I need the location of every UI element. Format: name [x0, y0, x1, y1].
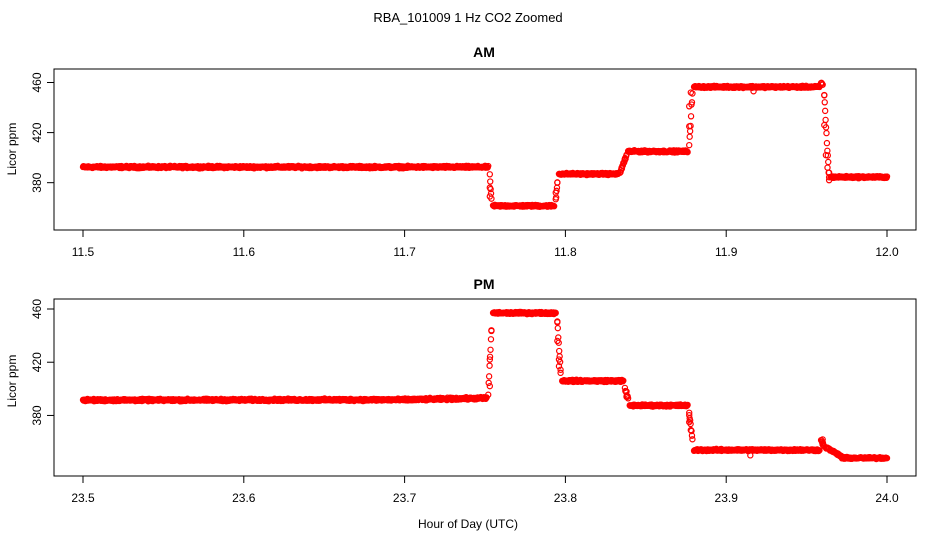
x-axis-label: Hour of Day (UTC)	[418, 517, 518, 531]
pm-x-tick-label: 23.9	[715, 491, 739, 505]
am-x-tick-label: 11.6	[233, 245, 256, 259]
am-outlier-point	[825, 176, 833, 184]
am-data-points	[79, 79, 891, 210]
pm-outlier-point	[488, 327, 495, 334]
pm-outlier-point	[554, 319, 561, 326]
pm-data-points	[79, 308, 891, 463]
pm-data-point	[552, 309, 559, 317]
pm-outlier-point	[686, 418, 693, 426]
pm-data-point	[485, 379, 492, 387]
pm-data-point	[486, 362, 493, 369]
am-data-point	[687, 113, 695, 120]
am-x-tick-label: 11.9	[715, 245, 738, 259]
pm-y-tick-label: 420	[30, 352, 44, 372]
am-outlier-point	[750, 88, 757, 95]
am-outlier-point	[552, 189, 559, 196]
pm-x-ticks: 23.5 23.6 23.7 23.8 23.9 24.0	[71, 476, 899, 505]
am-x-tick-label: 11.8	[554, 245, 577, 259]
pm-outlier-point	[819, 441, 826, 448]
am-x-tick-label: 11.7	[393, 245, 416, 259]
pm-panel-title: PM	[474, 276, 495, 292]
pm-x-tick-label: 24.0	[875, 491, 899, 505]
am-data-point	[819, 81, 826, 88]
pm-plot-frame	[53, 298, 917, 477]
pm-panel: PM Licor ppm 23.5 23.6 23.7 23.8 23.9 24.0 38…	[5, 276, 917, 505]
am-panel-title: AM	[473, 44, 495, 60]
pm-data-point	[487, 336, 495, 343]
pm-y-axis-label: Licor ppm	[5, 355, 19, 408]
am-data-point	[821, 99, 828, 106]
am-y-tick-label: 460	[30, 72, 44, 92]
am-data-point	[822, 116, 829, 124]
am-data-point	[821, 107, 829, 115]
figure-title: RBA_101009 1 Hz CO2 Zoomed	[373, 10, 562, 25]
am-x-tick-label: 12.0	[875, 245, 899, 259]
pm-outlier-point	[486, 356, 494, 363]
am-plot-frame	[53, 68, 917, 231]
am-data-point	[684, 148, 691, 156]
am-y-tick-label: 420	[30, 122, 44, 142]
pm-outlier-point	[486, 382, 494, 390]
pm-y-tick-label: 380	[30, 405, 44, 425]
pm-data-point	[486, 353, 494, 360]
pm-data-point	[485, 373, 493, 380]
am-outlier-point	[686, 123, 693, 130]
am-outlier-point	[621, 156, 629, 164]
am-data-point	[825, 158, 832, 166]
am-outlier-point	[486, 193, 494, 200]
am-panel: AM Licor ppm 11.5 11.6 11.7 11.8 11.9 12.0 38…	[5, 44, 917, 259]
am-data-point	[883, 173, 891, 180]
pm-outlier-point	[557, 369, 564, 377]
am-y-axis-label: Licor ppm	[5, 123, 19, 176]
pm-data-point	[689, 436, 696, 443]
pm-outlier-point	[555, 356, 563, 363]
am-x-tick-label: 11.5	[72, 245, 95, 259]
am-outlier-point	[821, 121, 828, 129]
pm-data-point	[620, 377, 627, 384]
pm-outlier-point	[747, 452, 754, 459]
pm-data-point	[621, 384, 629, 392]
pm-data-point	[883, 454, 891, 462]
pm-outlier-point	[686, 409, 693, 416]
pm-outlier-point	[555, 363, 563, 370]
pm-y-tick-label: 460	[30, 299, 44, 319]
am-outlier-point	[686, 103, 693, 110]
am-data-point	[487, 178, 494, 185]
am-data-point	[550, 202, 558, 210]
am-y-tick-label: 380	[30, 172, 44, 192]
pm-y-ticks: 380 420 460	[30, 299, 54, 425]
pm-data-point	[487, 346, 494, 353]
pm-data-point	[557, 366, 564, 373]
am-y-ticks: 380 420 460	[30, 72, 54, 193]
pm-data-point	[485, 391, 492, 398]
pm-data-point	[816, 447, 823, 454]
pm-data-point	[688, 432, 696, 439]
pm-outlier-point	[623, 388, 630, 395]
pm-data-point	[684, 401, 691, 409]
am-x-ticks: 11.5 11.6 11.7 11.8 11.9 12.0	[72, 230, 899, 259]
pm-outlier-point	[687, 426, 695, 434]
pm-data-point	[554, 324, 562, 332]
am-data-point	[686, 133, 693, 140]
pm-data-point	[556, 347, 563, 355]
pm-x-tick-label: 23.5	[71, 491, 95, 505]
am-outlier-point	[618, 164, 625, 171]
am-outlier-point	[486, 184, 494, 191]
am-data-point	[485, 162, 492, 170]
am-outlier-point	[822, 151, 830, 159]
pm-x-tick-label: 23.8	[554, 491, 578, 505]
am-outlier-point	[554, 179, 561, 186]
am-data-point	[686, 141, 693, 149]
pm-x-tick-label: 23.6	[232, 491, 256, 505]
am-outlier-point	[825, 169, 833, 176]
am-data-point	[486, 171, 494, 178]
am-data-point	[823, 129, 830, 137]
am-outlier-point	[821, 91, 828, 99]
pm-x-tick-label: 23.7	[393, 491, 417, 505]
am-data-point	[823, 139, 831, 147]
am-outlier-point	[687, 89, 695, 96]
pm-outlier-point	[554, 337, 561, 345]
pm-data-point	[624, 395, 632, 402]
